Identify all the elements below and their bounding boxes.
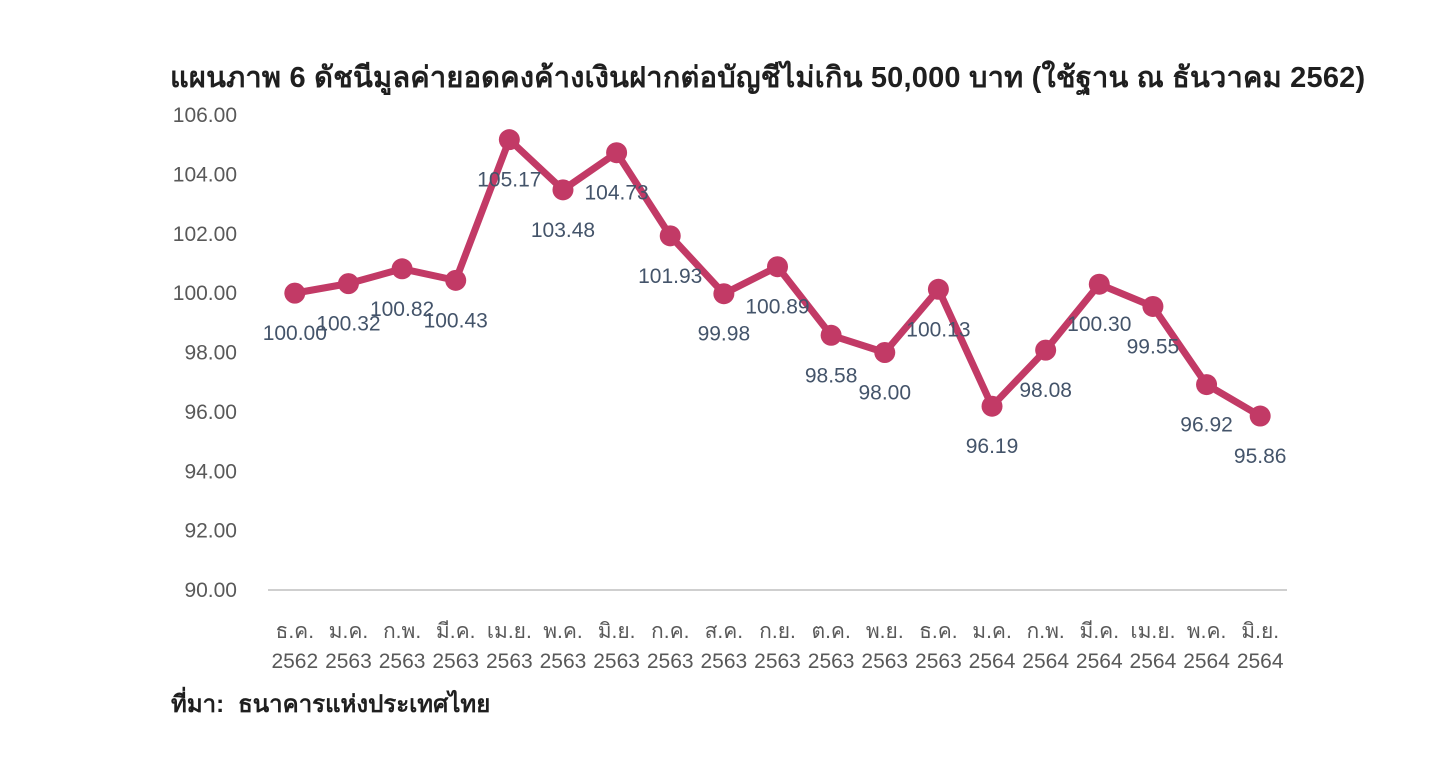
data-label: 104.73 (584, 182, 648, 205)
data-label: 100.32 (316, 313, 380, 336)
x-axis-tick-month: พ.ค. (543, 620, 583, 643)
x-axis-tick-year: 2563 (486, 650, 533, 673)
x-axis-tick-year: 2564 (1022, 650, 1069, 673)
data-point-marker (337, 273, 359, 295)
x-axis-tick-year: 2564 (1183, 650, 1230, 673)
y-axis-tick-label: 90.00 (184, 579, 237, 602)
data-label: 105.17 (477, 169, 541, 192)
x-axis-tick-year: 2564 (1130, 650, 1177, 673)
x-axis-tick-year: 2563 (701, 650, 748, 673)
x-axis-tick-year: 2563 (432, 650, 479, 673)
x-axis-tick-month: ม.ค. (972, 620, 1012, 643)
x-axis-tick-year: 2563 (647, 650, 694, 673)
x-axis-tick-month: มิ.ย. (1241, 620, 1279, 643)
x-axis-tick-year: 2563 (379, 650, 426, 673)
x-axis-tick-year: 2563 (325, 650, 372, 673)
data-label: 100.00 (263, 322, 327, 345)
data-point-marker (874, 342, 896, 363)
data-label: 98.08 (1019, 379, 1072, 402)
x-axis-tick-month: มิ.ย. (598, 620, 636, 643)
data-label: 101.93 (638, 265, 702, 288)
data-point-marker (927, 278, 949, 300)
x-axis-tick-month: มี.ค. (436, 620, 476, 643)
x-axis-tick-month: พ.ย. (866, 620, 904, 643)
x-axis-tick-month: ธ.ค. (276, 620, 315, 643)
data-label: 96.19 (966, 435, 1019, 458)
data-point-marker (1088, 273, 1110, 295)
x-axis-tick-month: ม.ค. (329, 620, 369, 643)
y-axis-tick-label: 100.00 (173, 282, 237, 305)
data-point-marker (713, 283, 735, 305)
source-label: ที่มา: (171, 691, 225, 718)
x-axis-tick-month: ส.ค. (705, 620, 744, 643)
data-label: 100.13 (906, 318, 970, 341)
data-label: 103.48 (531, 219, 595, 242)
x-axis-tick-year: 2563 (540, 650, 587, 673)
data-point-marker (498, 129, 520, 151)
y-axis-tick-label: 104.00 (173, 163, 237, 186)
x-axis-tick-year: 2563 (861, 650, 908, 673)
data-label: 100.43 (424, 309, 488, 332)
x-axis-tick-year: 2563 (754, 650, 801, 673)
source-text: ธนาคารแห่งประเทศไทย (238, 691, 491, 718)
x-axis-tick-year: 2562 (271, 650, 318, 673)
data-label: 98.00 (858, 382, 911, 405)
x-axis-tick-month: ก.พ. (1027, 620, 1065, 643)
x-axis-tick-year: 2564 (1076, 650, 1123, 673)
data-point-marker (981, 395, 1003, 417)
x-axis-tick-month: ธ.ค. (919, 620, 958, 643)
chart-title: แผนภาพ 6 ดัชนีมูลค่ายอดคงค้างเงินฝากต่อบ… (170, 62, 1366, 94)
x-axis-tick-month: ก.พ. (383, 620, 421, 643)
series-line (291, 136, 1264, 420)
data-point-marker (606, 142, 628, 164)
y-axis-tick-label: 102.00 (173, 223, 237, 246)
x-axis-tick-year: 2563 (808, 650, 855, 673)
data-point-marker (552, 179, 574, 201)
source-note: ที่มา: ธนาคารแห่งประเทศไทย (171, 684, 490, 723)
data-label: 98.58 (805, 364, 858, 387)
x-axis-tick-month: มี.ค. (1080, 620, 1120, 643)
data-label: 100.89 (745, 296, 809, 319)
data-label: 99.98 (698, 323, 751, 346)
data-point-marker (1035, 339, 1057, 361)
data-point-marker (659, 225, 681, 247)
x-axis-tick-year: 2564 (1237, 650, 1284, 673)
data-point-marker (820, 324, 842, 346)
x-axis-tick-month: ต.ค. (811, 620, 850, 643)
data-label: 96.92 (1180, 414, 1233, 437)
y-axis-tick-label: 94.00 (184, 460, 237, 483)
x-axis-tick-month: ก.ค. (651, 620, 689, 643)
x-axis-tick-year: 2563 (593, 650, 640, 673)
data-point-marker (284, 282, 306, 304)
x-axis-tick-month: เม.ย. (487, 620, 532, 643)
y-axis-tick-label: 98.00 (184, 342, 237, 365)
data-point-marker (767, 256, 788, 278)
x-axis-tick-month: ก.ย. (759, 620, 796, 643)
data-point-marker (1142, 295, 1164, 317)
data-point-marker (445, 269, 467, 291)
data-point-marker (1196, 374, 1218, 396)
data-label: 100.82 (370, 298, 434, 321)
x-axis-tick-year: 2564 (969, 650, 1016, 673)
data-label: 100.30 (1067, 313, 1131, 336)
data-point-marker (391, 258, 413, 280)
y-axis-tick-label: 96.00 (184, 401, 237, 424)
data-point-marker (1249, 405, 1271, 427)
data-label: 99.55 (1127, 335, 1180, 358)
y-axis-tick-label: 106.00 (173, 104, 237, 127)
x-axis-tick-month: พ.ค. (1187, 620, 1227, 643)
x-axis-tick-month: เม.ย. (1130, 620, 1175, 643)
data-label: 95.86 (1234, 445, 1287, 468)
y-axis-tick-label: 92.00 (184, 520, 237, 543)
x-axis-tick-year: 2563 (915, 650, 962, 673)
